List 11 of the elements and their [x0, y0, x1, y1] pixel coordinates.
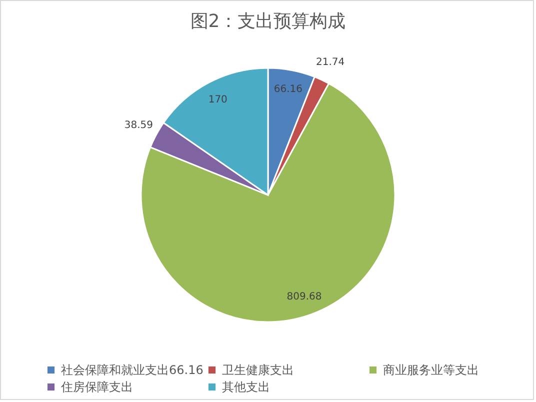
- legend-label: 其他支出: [222, 380, 270, 394]
- data-label: 66.16: [274, 84, 302, 95]
- legend-label: 社会保障和就业支出66.16: [61, 363, 204, 377]
- chart-title: 图2：支出预算构成: [190, 11, 346, 32]
- legend-label: 住房保障支出: [60, 380, 133, 394]
- legend-label: 商业服务业等支出: [383, 363, 479, 377]
- data-label: 21.74: [316, 56, 345, 68]
- legend-label: 卫生健康支出: [222, 363, 294, 377]
- data-label: 38.59: [124, 120, 154, 132]
- data-label: 809.68: [286, 292, 322, 303]
- data-label: 170: [208, 94, 228, 106]
